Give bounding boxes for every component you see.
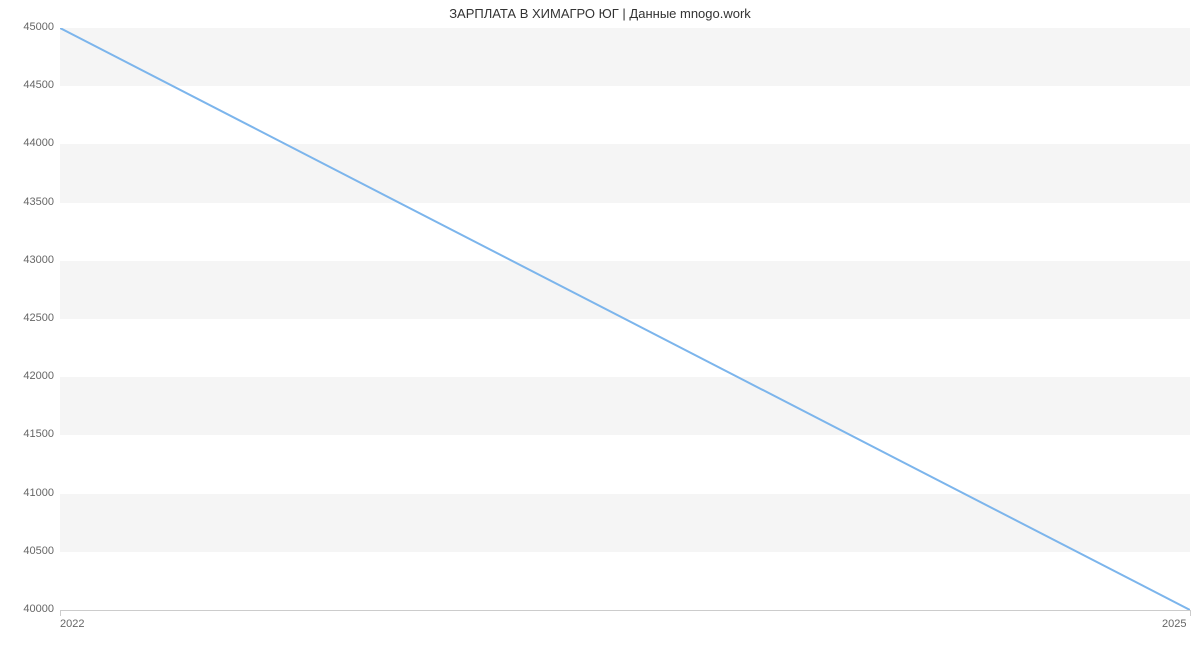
x-tick-label: 2022: [60, 618, 84, 630]
y-tick-label: 41000: [10, 487, 54, 499]
y-tick-label: 42500: [10, 312, 54, 324]
chart-title: ЗАРПЛАТА В ХИМАГРО ЮГ | Данные mnogo.wor…: [0, 6, 1200, 21]
y-tick-label: 45000: [10, 21, 54, 33]
y-tick-label: 40000: [10, 603, 54, 615]
series-line-salary: [60, 28, 1190, 610]
x-axis-line: [60, 610, 1190, 611]
y-tick-label: 41500: [10, 428, 54, 440]
x-tick-mark: [1190, 610, 1191, 616]
x-tick-mark: [60, 610, 61, 616]
salary-chart: ЗАРПЛАТА В ХИМАГРО ЮГ | Данные mnogo.wor…: [0, 0, 1200, 650]
y-tick-label: 40500: [10, 545, 54, 557]
y-tick-label: 43500: [10, 196, 54, 208]
series-layer: [60, 28, 1190, 610]
plot-area: 4000040500410004150042000425004300043500…: [60, 28, 1190, 610]
y-tick-label: 44500: [10, 79, 54, 91]
y-tick-label: 44000: [10, 137, 54, 149]
y-tick-label: 42000: [10, 370, 54, 382]
x-tick-label: 2025: [1162, 618, 1186, 630]
y-tick-label: 43000: [10, 254, 54, 266]
